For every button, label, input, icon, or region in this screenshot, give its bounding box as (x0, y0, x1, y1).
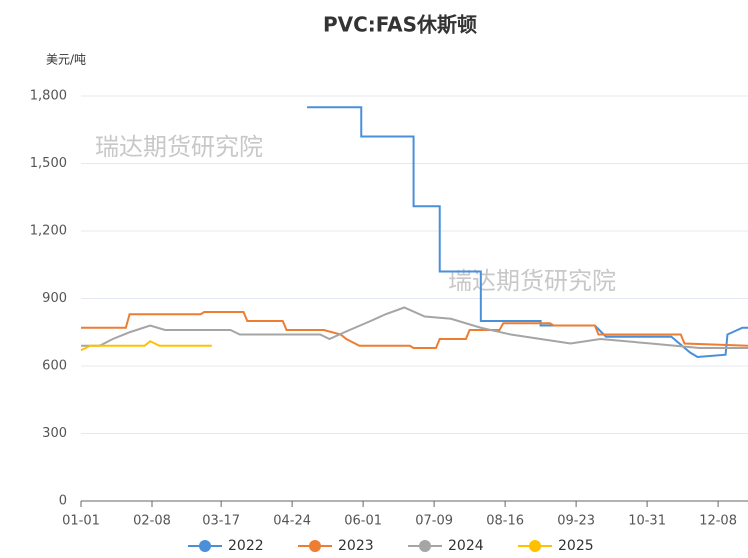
y-tick-label: 600 (42, 359, 67, 374)
legend-label: 2024 (448, 538, 484, 554)
y-tick-label: 1,200 (30, 224, 67, 239)
x-tick-label: 07-09 (415, 514, 453, 529)
x-tick-label: 02-08 (133, 514, 171, 529)
x-tick-label: 04-24 (273, 514, 311, 529)
legend-marker (529, 540, 541, 552)
x-tick-label: 10-31 (628, 514, 666, 529)
legend-marker (309, 540, 321, 552)
legend-marker (419, 540, 431, 552)
legend-label: 2022 (228, 538, 264, 554)
y-tick-label: 1,500 (30, 156, 67, 171)
legend-label: 2023 (338, 538, 374, 554)
watermark: 瑞达期货研究院 (95, 133, 263, 161)
y-tick-label: 900 (42, 291, 67, 306)
series-line (81, 306, 748, 349)
y-tick-label: 1,800 (30, 89, 67, 104)
legend-label: 2025 (558, 538, 594, 554)
y-tick-label: 300 (42, 426, 67, 441)
x-tick-label: 01-01 (62, 514, 100, 529)
x-tick-label: 08-16 (486, 514, 524, 529)
y-axis-label: 美元/吨 (46, 53, 86, 67)
chart-title: PVC:FAS休斯顿 (323, 13, 477, 37)
y-tick-label: 0 (59, 494, 67, 509)
legend-marker (199, 540, 211, 552)
series-line (80, 340, 212, 352)
x-tick-label: 06-01 (344, 514, 382, 529)
series-line (81, 311, 748, 349)
x-tick-label: 09-23 (557, 514, 595, 529)
x-tick-label: 03-17 (202, 514, 240, 529)
x-tick-label: 12-08 (699, 514, 737, 529)
